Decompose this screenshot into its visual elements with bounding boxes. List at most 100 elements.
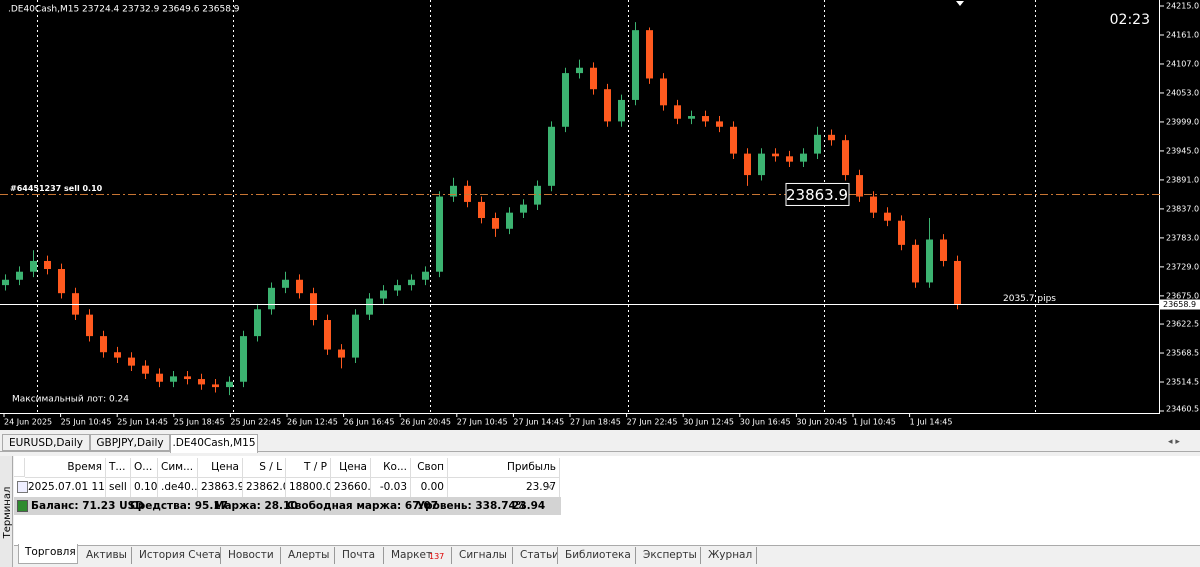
terminal-tab[interactable]: Эксперты bbox=[637, 547, 701, 564]
x-tick-label: 26 Jun 12:45 bbox=[287, 418, 338, 427]
candle-body bbox=[562, 73, 569, 127]
candle-body bbox=[758, 153, 765, 176]
table-cell: 0.10 bbox=[131, 478, 158, 497]
candle-body bbox=[912, 244, 919, 283]
column-header: Т... bbox=[106, 458, 131, 478]
table-cell: 0.00 bbox=[411, 478, 448, 497]
candle-body bbox=[282, 279, 289, 288]
candle-body bbox=[254, 309, 261, 337]
chart-tab[interactable]: EURUSD,Daily bbox=[2, 434, 90, 451]
chart-tab[interactable]: GBPJPY,Daily bbox=[90, 434, 170, 451]
candle-body bbox=[198, 379, 205, 385]
terminal-side: Терминал bbox=[0, 456, 13, 567]
candle-body bbox=[240, 336, 247, 382]
x-tick-label: 27 Jun 10:45 bbox=[457, 418, 508, 427]
candle-body bbox=[394, 285, 401, 291]
terminal-tab[interactable]: Журнал bbox=[702, 547, 757, 564]
candle-body bbox=[142, 365, 149, 374]
terminal-tab[interactable]: История Счета bbox=[133, 547, 221, 564]
candle-body bbox=[618, 99, 625, 122]
y-tick-label: 24161.0 bbox=[1166, 30, 1199, 39]
y-tick-label: 23568.5 bbox=[1166, 349, 1199, 358]
summary-row bbox=[14, 497, 561, 515]
table-cell: 23862.0 bbox=[243, 478, 286, 497]
table-cell: -0.03 bbox=[371, 478, 411, 497]
chart-tab[interactable]: .DE40Cash,M15 bbox=[170, 434, 258, 453]
candle-body bbox=[212, 384, 219, 388]
candle-body bbox=[324, 320, 331, 350]
candle-body bbox=[730, 126, 737, 154]
terminal-tab[interactable]: Маркет bbox=[385, 547, 452, 564]
y-tick-label: 23945.0 bbox=[1166, 146, 1199, 155]
terminal-tab[interactable]: Новости bbox=[222, 547, 281, 564]
candle-body bbox=[548, 126, 555, 186]
candle-body bbox=[940, 239, 947, 261]
candle-body bbox=[380, 290, 387, 299]
candle-body bbox=[632, 30, 639, 100]
order-icon bbox=[17, 481, 28, 493]
y-tick-label: 23783.0 bbox=[1166, 233, 1199, 242]
tab-scroll: ◂ ▸ bbox=[1168, 437, 1180, 447]
terminal-tab-bar bbox=[14, 545, 1200, 567]
x-tick-label: 30 Jun 16:45 bbox=[740, 418, 791, 427]
chart-tab-bar bbox=[0, 433, 1200, 452]
candle-body bbox=[926, 239, 933, 283]
y-tick-label: 23999.0 bbox=[1166, 117, 1199, 126]
candle-body bbox=[478, 201, 485, 219]
market-badge: 137 bbox=[429, 552, 445, 561]
candle-body bbox=[534, 185, 541, 205]
candle-body bbox=[520, 204, 527, 213]
x-tick-label: 26 Jun 16:45 bbox=[344, 418, 395, 427]
terminal-tab[interactable]: Почта bbox=[336, 547, 384, 564]
table-cell: 23660.3 bbox=[331, 478, 371, 497]
column-header: Ко... bbox=[371, 458, 411, 478]
candle-body bbox=[310, 293, 317, 321]
column-header: Цена bbox=[198, 458, 243, 478]
terminal-tab[interactable]: Торговля bbox=[18, 544, 78, 564]
candle-body bbox=[464, 185, 471, 202]
candle-body bbox=[506, 212, 513, 229]
candle-body bbox=[492, 218, 499, 229]
y-tick-label: 23514.5 bbox=[1166, 378, 1199, 387]
summary-icon bbox=[17, 500, 28, 512]
candle-body bbox=[604, 89, 611, 122]
terminal-tab[interactable]: Статьи bbox=[514, 547, 558, 564]
candle-body bbox=[44, 260, 51, 270]
candle-body bbox=[646, 30, 653, 79]
y-tick-label: 23729.0 bbox=[1166, 262, 1199, 271]
terminal-tab[interactable]: Библиотека bbox=[559, 547, 636, 564]
x-tick-label: 25 Jun 10:45 bbox=[61, 418, 112, 427]
last-price-tag bbox=[1160, 299, 1200, 310]
x-tick-label: 27 Jun 18:45 bbox=[570, 418, 621, 427]
y-tick-label: 23891.0 bbox=[1166, 175, 1199, 184]
summary-item: Средства: 95.17 bbox=[130, 500, 228, 512]
candle-body bbox=[296, 279, 303, 294]
table-cell: sell bbox=[106, 478, 131, 497]
pips-label: 2035.7 pips bbox=[1003, 294, 1056, 304]
candle-body bbox=[226, 381, 233, 388]
column-header: О... bbox=[131, 458, 158, 478]
table-cell: 23863.9 bbox=[198, 478, 243, 497]
y-tick-label: 23622.5 bbox=[1166, 320, 1199, 329]
shift-marker bbox=[956, 1, 964, 6]
candle-body bbox=[170, 376, 177, 382]
order-price-box bbox=[785, 182, 850, 206]
candle-body bbox=[842, 140, 849, 176]
candle-body bbox=[772, 153, 779, 157]
terminal-tab[interactable]: Активы bbox=[80, 547, 132, 564]
candle-body bbox=[898, 220, 905, 245]
terminal-tab[interactable]: Сигналы bbox=[453, 547, 513, 564]
x-tick-label: 24 Jun 2025 bbox=[4, 418, 52, 427]
y-tick-label: 24107.0 bbox=[1166, 59, 1199, 68]
terminal-side-label: Терминал bbox=[2, 486, 13, 539]
x-tick-label: 1 Jul 14:45 bbox=[910, 418, 953, 427]
candle-body bbox=[814, 134, 821, 154]
candle-body bbox=[884, 212, 891, 221]
y-tick-label: 24053.0 bbox=[1166, 88, 1199, 97]
summary-item: Уровень: 338.74% bbox=[417, 500, 527, 512]
terminal-tab[interactable]: Алерты bbox=[282, 547, 335, 564]
candle-body bbox=[352, 314, 359, 358]
table-cell: 18800.0 bbox=[286, 478, 331, 497]
candle-body bbox=[436, 196, 443, 272]
